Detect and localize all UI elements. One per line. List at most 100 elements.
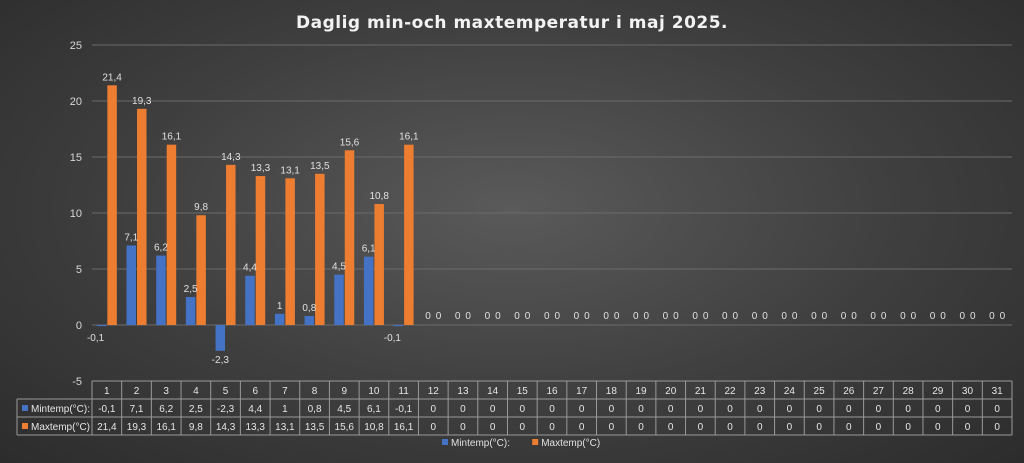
min-temp-label: 6,1	[362, 244, 376, 255]
min-temp-label: 0	[544, 311, 550, 322]
table-value-cell: -0,1	[395, 404, 413, 415]
table-value-cell: 15,6	[335, 422, 355, 433]
y-tick-label: 25	[70, 40, 82, 52]
table-value-cell: -2,3	[217, 404, 235, 415]
table-value-cell: 0	[816, 404, 822, 415]
table-value-cell: 0	[787, 404, 793, 415]
table-value-cell: 0	[431, 422, 437, 433]
table-category-cell: 20	[665, 386, 677, 397]
table-value-cell: 0	[549, 404, 555, 415]
table-value-cell: 4,5	[337, 404, 351, 415]
legend-key	[532, 439, 539, 445]
table-value-cell: 0	[905, 422, 911, 433]
table-category-cell: 10	[368, 386, 380, 397]
table-category-cell: 16	[546, 386, 558, 397]
table-value-cell: 0	[698, 422, 704, 433]
legend: Mintemp(°C): Maxtemp(°C)	[442, 438, 600, 449]
table-category-cell: 13	[457, 386, 469, 397]
max-temp-label: 13,5	[310, 161, 330, 172]
max-temp-label: 0	[673, 311, 679, 322]
max-temp-bar	[255, 176, 266, 325]
table-category-cell: 7	[282, 386, 288, 397]
max-temp-label: 0	[614, 311, 620, 322]
table-value-cell: 13,1	[275, 422, 295, 433]
min-temp-label: 0	[781, 311, 787, 322]
min-temp-label: 4,5	[332, 262, 346, 273]
min-temp-bar	[304, 316, 315, 325]
min-temp-label: 0	[692, 311, 698, 322]
table-value-cell: 0	[520, 404, 526, 415]
max-temp-label: 16,1	[162, 132, 182, 143]
min-temp-bar	[274, 313, 285, 325]
table-value-cell: 0	[609, 422, 615, 433]
table-value-cell: -0,1	[98, 404, 116, 415]
table-value-cell: 21,4	[97, 422, 117, 433]
min-temp-label: 0	[752, 311, 758, 322]
table-value-cell: 0	[460, 404, 466, 415]
table-series-name: Mintemp(°C):	[31, 404, 90, 415]
legend-label: Mintemp(°C):	[451, 438, 510, 449]
table-category-cell: 24	[784, 386, 796, 397]
table-value-cell: 0	[460, 422, 466, 433]
table-value-cell: 0	[757, 404, 763, 415]
max-temp-label: 15,6	[340, 137, 360, 148]
max-temp-label: 0	[762, 311, 768, 322]
min-temp-bar	[393, 325, 404, 327]
max-temp-label: 0	[554, 311, 560, 322]
min-temp-label: 2,5	[184, 284, 198, 295]
table-value-cell: 4,4	[248, 404, 262, 415]
max-temp-label: 16,1	[399, 132, 419, 143]
min-temp-label: 0	[574, 311, 580, 322]
min-temp-label: 7,1	[124, 232, 138, 243]
table-value-cell: 0	[935, 404, 941, 415]
table-value-cell: 0	[965, 422, 971, 433]
table-category-cell: 31	[992, 386, 1004, 397]
chart-title: Daglig min-och maxtemperatur i maj 2025.	[296, 13, 728, 33]
max-temp-label: 0	[940, 311, 946, 322]
table-value-cell: 0	[698, 404, 704, 415]
min-temp-bar	[334, 274, 344, 325]
y-tick-label: 20	[70, 96, 82, 108]
table-category-cell: 4	[193, 386, 199, 397]
table-value-cell: 0	[846, 422, 852, 433]
min-temp-label: 0	[663, 311, 669, 322]
table-category-cell: 17	[576, 386, 588, 397]
max-temp-bar	[374, 204, 384, 325]
table-value-cell: 0	[727, 404, 733, 415]
table-value-cell: 0	[876, 422, 882, 433]
max-temp-bar	[107, 85, 117, 325]
min-temp-bar	[363, 256, 374, 325]
table-value-cell: 0	[994, 404, 1000, 415]
max-temp-label: 0	[644, 311, 650, 322]
table-value-cell: 0	[965, 404, 971, 415]
max-temp-label: 0	[1000, 311, 1006, 322]
max-temp-bar	[315, 173, 325, 325]
table-value-cell: 2,5	[189, 404, 203, 415]
max-temp-label: 0	[703, 311, 709, 322]
table-series-name: Maxtemp(°C)	[31, 422, 90, 433]
min-temp-label: 0	[603, 311, 609, 322]
table-category-cell: 26	[843, 386, 855, 397]
table-category-cell: 27	[873, 386, 885, 397]
min-temp-label: 0	[959, 311, 965, 322]
legend-label: Maxtemp(°C)	[541, 438, 600, 449]
min-temp-label: 0	[811, 311, 817, 322]
max-temp-label: 0	[851, 311, 857, 322]
table-value-cell: 0	[757, 422, 763, 433]
table-value-cell: 0	[490, 404, 496, 415]
min-temp-bar	[156, 255, 166, 325]
table-category-cell: 5	[223, 386, 229, 397]
max-temp-label: 0	[584, 311, 590, 322]
max-temp-label: 0	[881, 311, 887, 322]
min-temp-bar	[185, 297, 196, 325]
table-value-cell: 9,8	[189, 422, 203, 433]
table-value-cell: 14,3	[216, 422, 236, 433]
max-temp-label: 0	[733, 311, 739, 322]
max-temp-bar	[404, 144, 414, 325]
table-value-cell: 16,1	[394, 422, 414, 433]
max-temp-bar	[226, 164, 236, 325]
table-category-cell: 28	[903, 386, 915, 397]
max-temp-bar	[344, 150, 355, 325]
max-temp-label: 0	[792, 311, 798, 322]
table-category-cell: 11	[398, 386, 409, 397]
